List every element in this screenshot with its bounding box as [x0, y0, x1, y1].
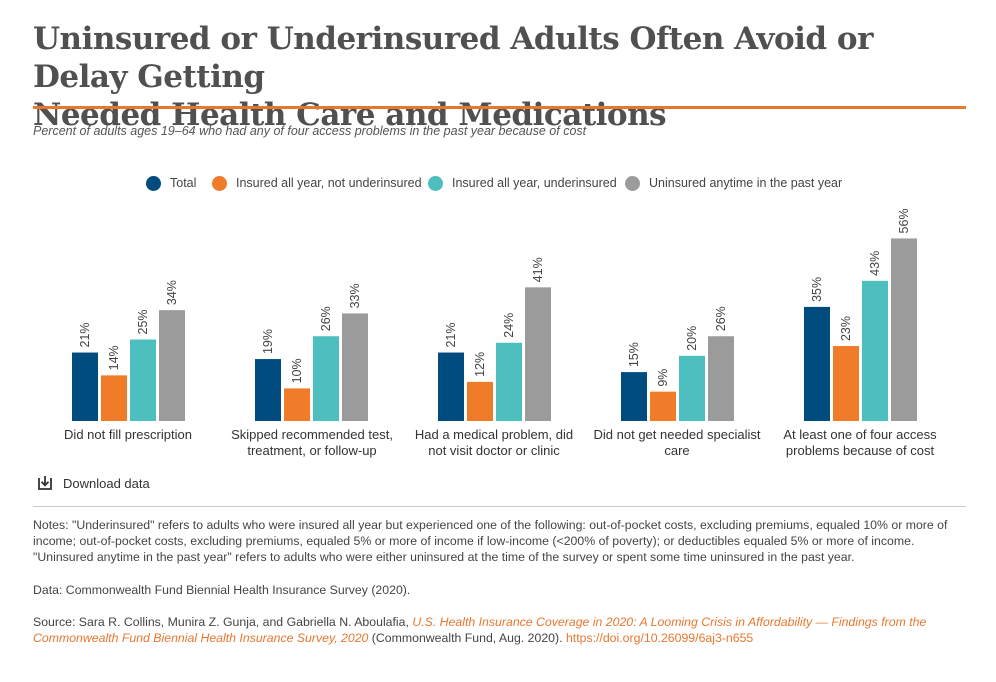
data-label: 14% [107, 345, 121, 370]
data-label: 20% [685, 326, 699, 351]
data-label: 24% [502, 313, 516, 338]
bar [833, 346, 859, 421]
legend-item-uninsured: Uninsured anytime in the past year [625, 173, 842, 193]
category-label: treatment, or follow-up [247, 443, 376, 458]
source-citation: Source: Sara R. Collins, Munira Z. Gunja… [33, 614, 958, 646]
data-label: 15% [627, 342, 641, 367]
data-label: 33% [348, 283, 362, 308]
data-label: 34% [165, 280, 179, 305]
category-label: Had a medical problem, did [415, 427, 573, 442]
data-label: 35% [810, 277, 824, 302]
category-label: At least one of four access [783, 427, 937, 442]
report-link[interactable]: U.S. Health Insurance Coverage in 2020: … [33, 615, 927, 645]
legend-swatch [146, 175, 161, 191]
bar [708, 336, 734, 421]
bar [679, 355, 705, 421]
bar-chart: 21% 14% 25% 34% Did not fill prescription 19%… [64, 208, 937, 458]
source-prefix: Source: Sara R. Collins, Munira Z. Gunja… [33, 615, 413, 629]
data-label: 10% [290, 358, 304, 383]
data-label: 56% [897, 208, 911, 233]
legend-label: Total [170, 176, 197, 190]
doi-link[interactable]: https://doi.org/10.26099/6aj3-n655 [565, 631, 754, 645]
legend: Total Insured all year, not underinsured… [0, 173, 996, 193]
legend-label: Insured all year, underinsured [452, 176, 617, 190]
data-source: Data: Commonwealth Fund Biennial Health … [33, 583, 411, 597]
data-label: 41% [531, 257, 545, 282]
legend-swatch [212, 175, 227, 191]
title-line-1: Uninsured or Underinsured Adults Often A… [33, 21, 873, 95]
bar [342, 313, 368, 421]
download-icon [38, 476, 52, 490]
bar [862, 280, 888, 421]
category-label: Did not fill prescription [64, 427, 192, 442]
download-data-button[interactable]: Download data [36, 474, 150, 492]
data-label: 12% [473, 352, 487, 377]
legend-swatch [428, 175, 443, 191]
category-label: problems because of cost [786, 443, 935, 458]
chart-subtitle: Percent of adults ages 19–64 who had any… [33, 124, 587, 138]
bar [159, 310, 185, 421]
data-label: 21% [78, 323, 92, 348]
download-data-label: Download data [63, 475, 150, 491]
data-label: 23% [839, 316, 853, 341]
bar [72, 352, 98, 421]
category-label: Skipped recommended test, [231, 427, 393, 442]
legend-item-total: Total [146, 173, 196, 193]
data-label: 9% [656, 369, 670, 387]
data-label: 26% [319, 306, 333, 331]
bar [313, 336, 339, 421]
source-middle: (Commonwealth Fund, Aug. 2020). [368, 631, 566, 645]
bar [621, 372, 647, 421]
bar [438, 352, 464, 421]
bar [467, 381, 493, 421]
legend-label: Uninsured anytime in the past year [649, 176, 843, 190]
bar [130, 339, 156, 421]
data-label: 25% [136, 309, 150, 334]
footer-divider [33, 506, 966, 507]
category-label: not visit doctor or clinic [428, 443, 560, 458]
bar [284, 388, 310, 421]
notes: Notes: "Underinsured" refers to adults w… [33, 518, 948, 564]
legend-label: Insured all year, not underinsured [236, 176, 422, 190]
data-label: 21% [444, 323, 458, 348]
bar [804, 306, 830, 421]
data-label: 43% [868, 251, 882, 276]
bar [101, 375, 127, 421]
bar [255, 359, 281, 421]
category-label: Did not get needed specialist [594, 427, 761, 442]
data-label: 19% [261, 329, 275, 354]
legend-item-insured-underinsured: Insured all year, underinsured [428, 173, 617, 193]
legend-item-insured-not-underinsured: Insured all year, not underinsured [212, 173, 422, 193]
bar [891, 238, 917, 421]
legend-swatch [625, 175, 640, 191]
data-label: 26% [714, 306, 728, 331]
bar [525, 287, 551, 421]
title-divider [33, 106, 966, 109]
title-line-2: Needed Health Care and Medications [33, 97, 667, 133]
bar [496, 342, 522, 421]
category-label: care [664, 443, 689, 458]
bar [650, 391, 676, 421]
chart-title: Uninsured or Underinsured Adults Often A… [33, 20, 963, 134]
